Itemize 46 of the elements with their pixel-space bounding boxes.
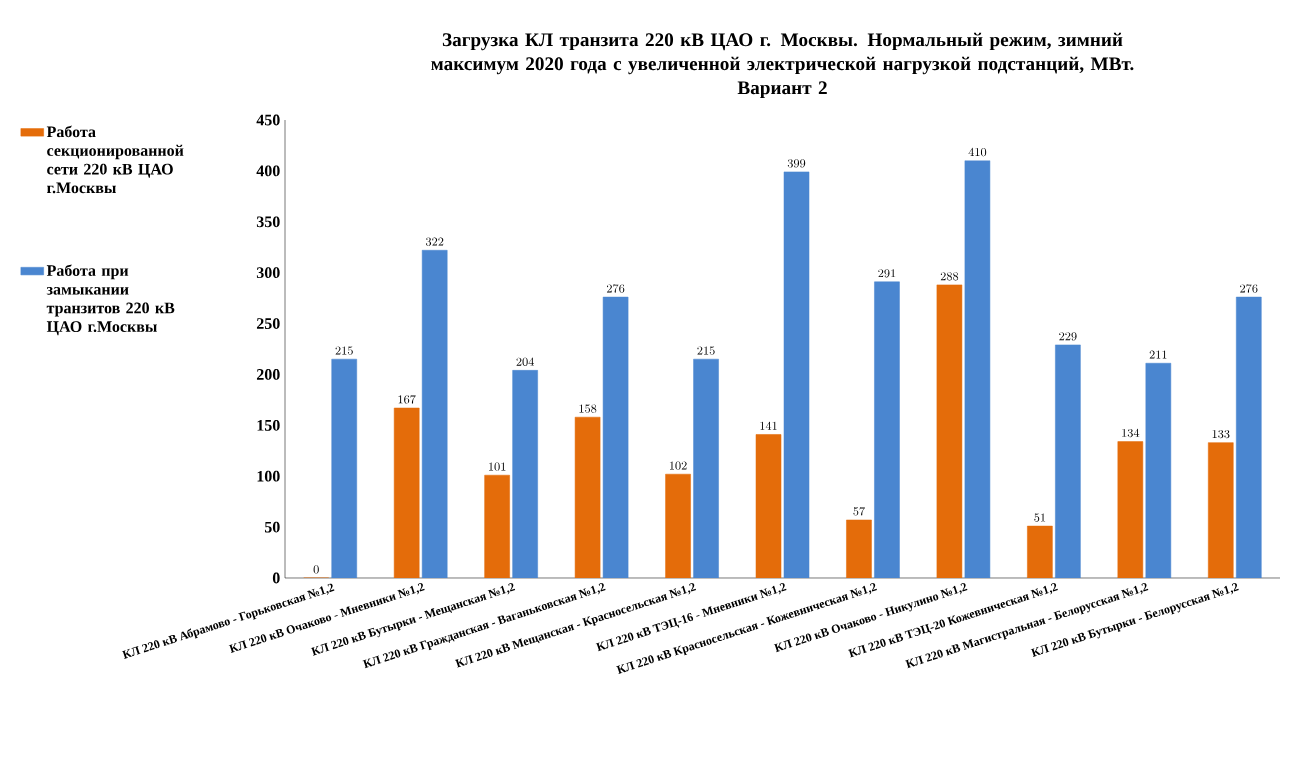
data-label: 141 [760, 421, 777, 430]
bar [1208, 442, 1234, 578]
y-tick-label: 50 [264, 521, 280, 533]
data-label: 204 [516, 357, 535, 366]
legend-label: Работа секционированной сети 220 кВ ЦАО г.Москвы [46, 125, 184, 194]
data-label: 158 [579, 404, 597, 413]
y-tick-label: 450 [256, 114, 280, 126]
data-label: 102 [669, 461, 687, 470]
bar [393, 407, 420, 578]
bar [1027, 525, 1053, 578]
bar [574, 416, 601, 578]
legend-label: Работа при замыкании транзитов 220 кВ ЦАО г.Москвы [46, 264, 175, 336]
y-tick-label: 400 [256, 165, 280, 177]
y-tick-label: 150 [257, 419, 280, 431]
data-label: 51 [1034, 513, 1046, 522]
y-tick-label: 200 [256, 369, 280, 380]
data-label: 399 [787, 159, 806, 168]
bar [755, 434, 782, 578]
data-label: 322 [425, 237, 444, 246]
bar [1117, 441, 1144, 578]
y-tick-label: 300 [256, 267, 280, 279]
y-tick-label: 350 [256, 216, 280, 228]
data-label: 133 [1212, 429, 1230, 439]
data-label: 276 [1240, 284, 1258, 293]
data-label: 0 [313, 565, 319, 574]
y-tick-label: 0 [272, 572, 280, 584]
bar [846, 519, 872, 578]
bar [665, 473, 691, 578]
bar [936, 284, 963, 578]
y-tick-label: 250 [256, 318, 280, 329]
data-label: 291 [878, 269, 896, 278]
bar [484, 474, 510, 578]
data-label: 211 [1149, 350, 1167, 359]
chart-title: Загрузка КЛ транзита 220 кВ ЦАО г. Москвы. Нормальный режим, зимний максимум 2020 года с увеличенной электрической нагрузкой подстанций, МВт. [431, 32, 1134, 75]
data-label: 167 [398, 395, 416, 404]
chart-subtitle: Вариант 2 [737, 81, 827, 99]
data-label: 57 [853, 507, 865, 516]
data-label: 215 [697, 346, 715, 355]
data-label: 215 [335, 346, 353, 355]
data-label: 410 [968, 147, 987, 157]
data-label: 134 [1122, 428, 1140, 438]
data-label: 229 [1059, 332, 1077, 341]
data-label: 288 [940, 272, 959, 281]
data-label: 276 [606, 284, 625, 293]
y-tick-label: 100 [257, 470, 280, 482]
data-label: 101 [489, 462, 506, 471]
